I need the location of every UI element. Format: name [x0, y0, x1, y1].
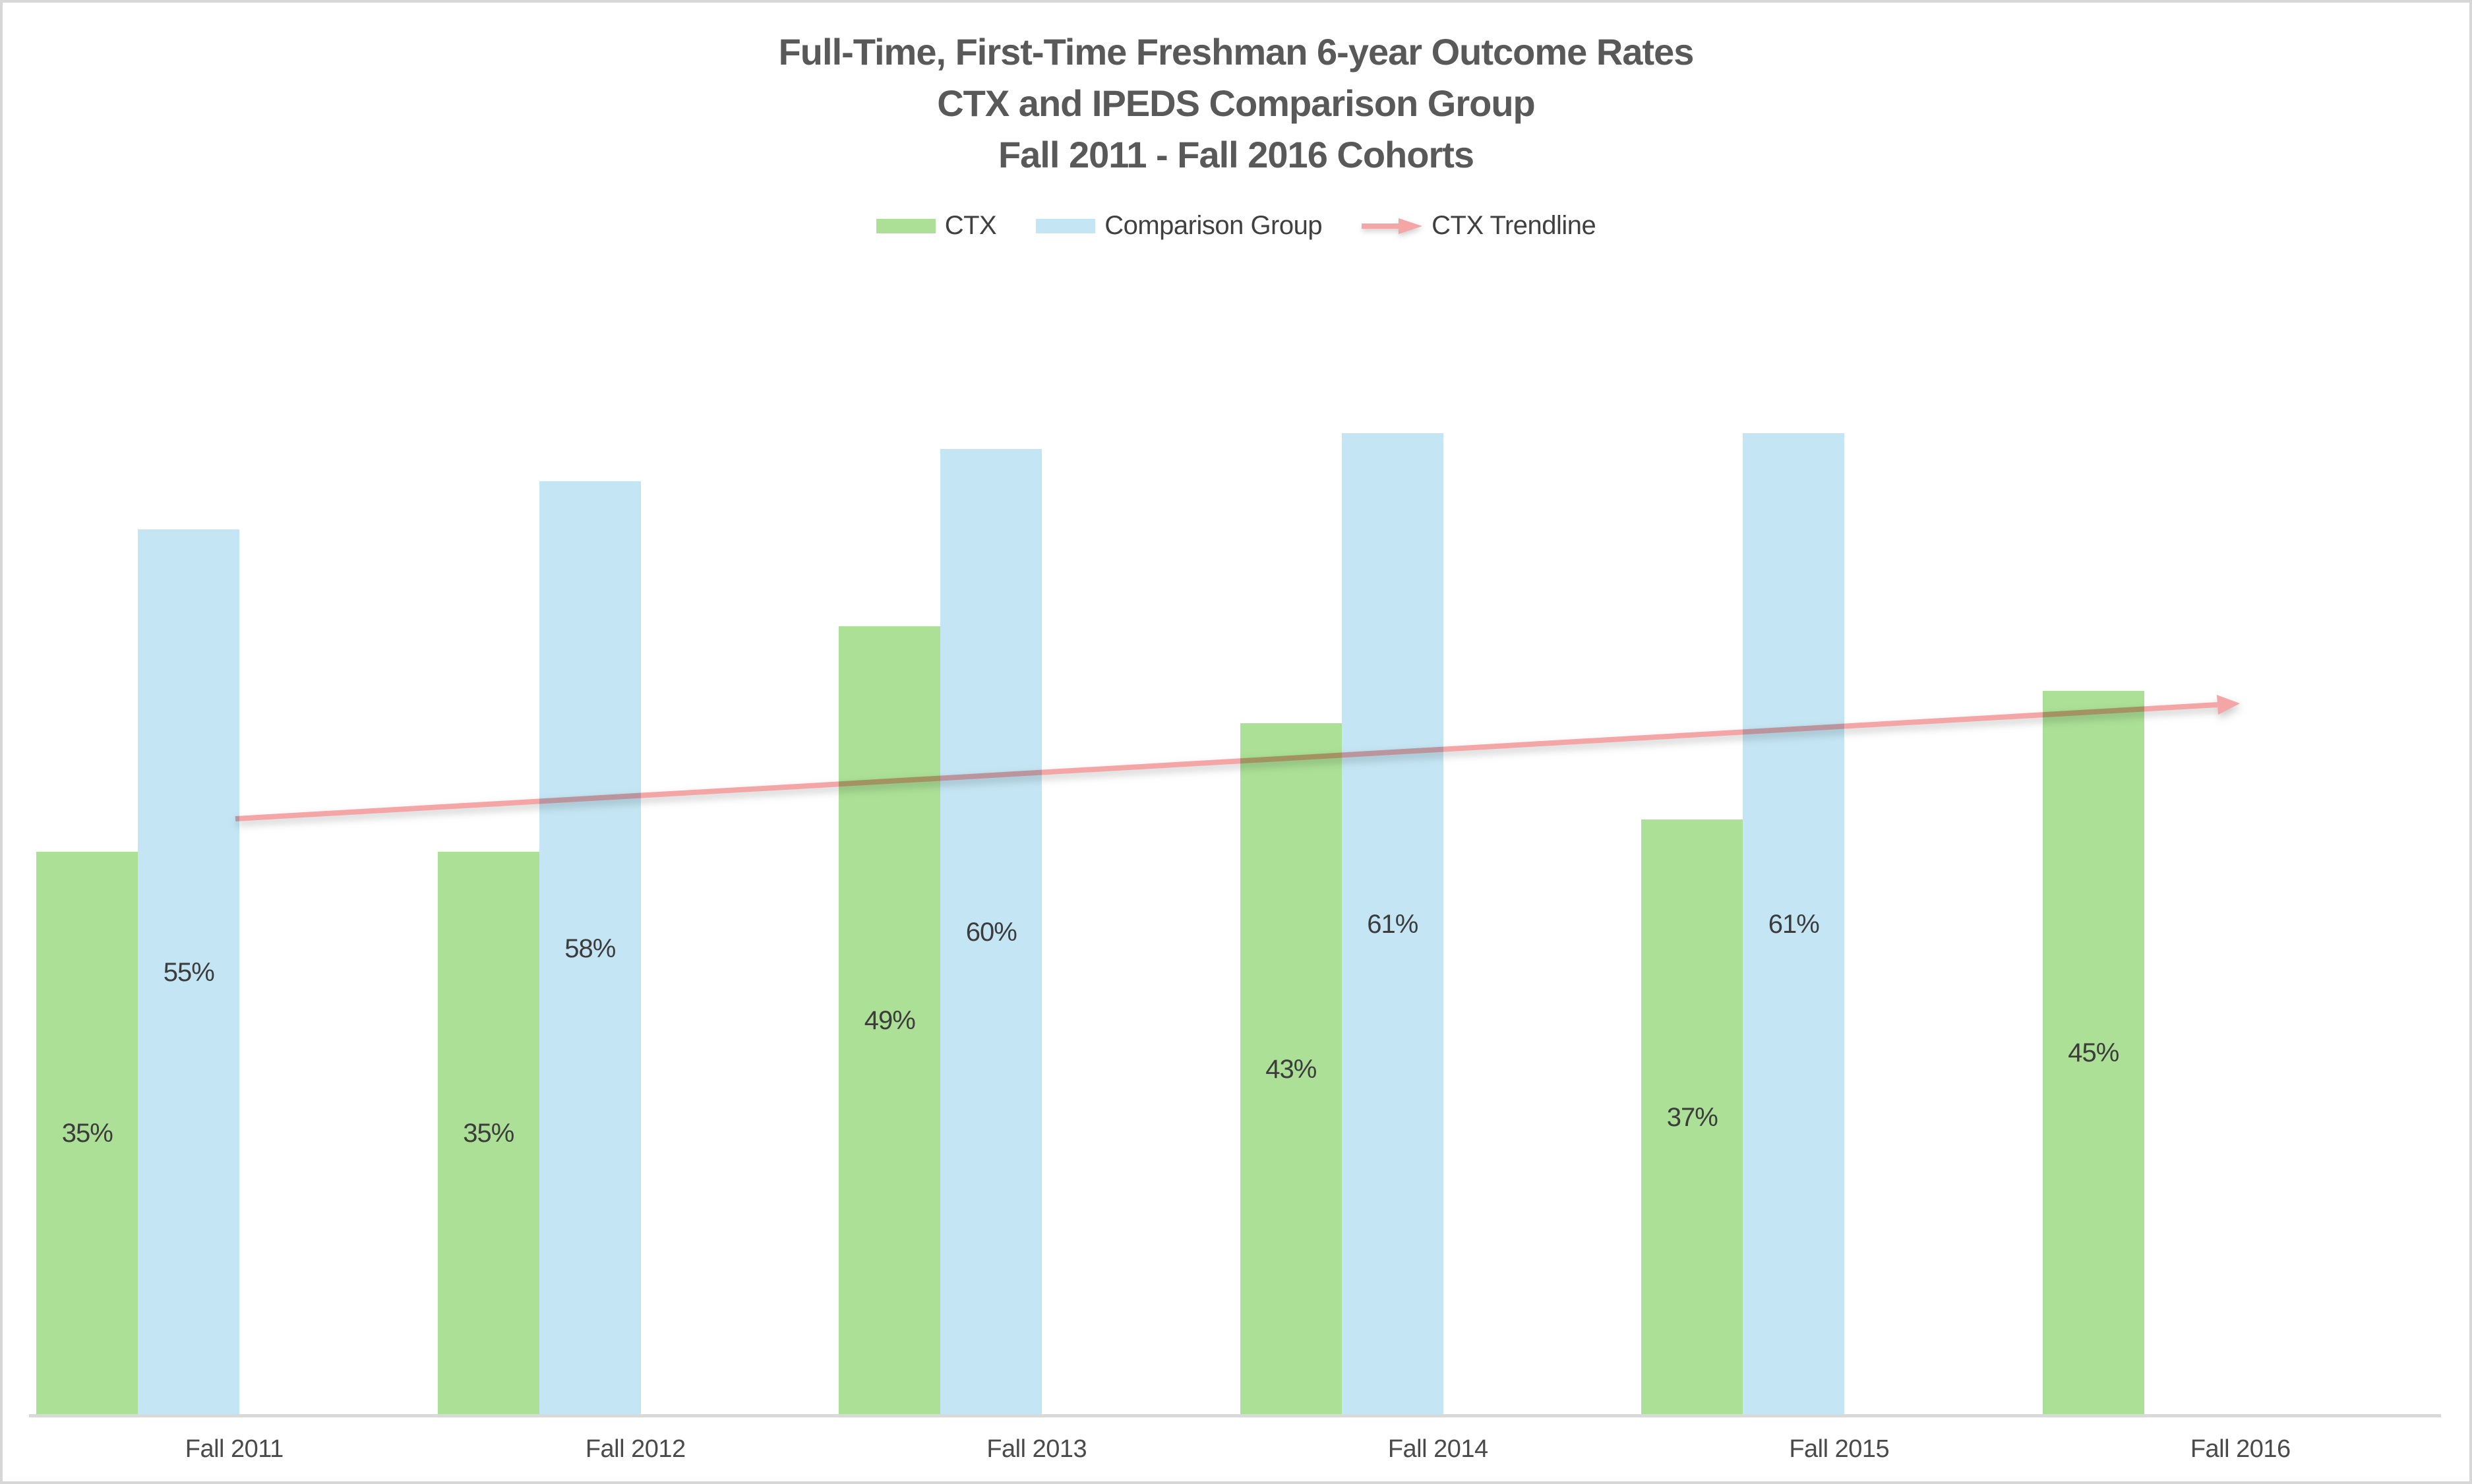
- bar-ctx-fall-2013: [839, 626, 941, 1415]
- x-axis-label-fall-2014: Fall 2014: [1387, 1435, 1488, 1463]
- data-label-comparison-group-fall-2013: 60%: [965, 918, 1017, 947]
- chart-title-line-2: CTX and IPEDS Comparison Group: [937, 82, 1536, 124]
- legend-item-ctx-trendline: CTX Trendline: [1362, 211, 1596, 241]
- bar-ctx-fall-2012: [437, 851, 539, 1415]
- legend-label-ctx: CTX: [944, 211, 997, 240]
- legend-item-ctx: CTX: [876, 211, 997, 241]
- data-label-ctx-fall-2011: 35%: [61, 1119, 113, 1148]
- x-axis-label-fall-2012: Fall 2012: [585, 1435, 686, 1463]
- legend-item-comparison-group: Comparison Group: [1036, 211, 1323, 241]
- bar-ctx-fall-2011: [36, 851, 138, 1415]
- legend: CTX Comparison Group CTX Trendline: [3, 211, 2469, 241]
- data-label-ctx-fall-2014: 43%: [1265, 1054, 1317, 1084]
- data-label-ctx-fall-2012: 35%: [463, 1119, 514, 1148]
- data-label-ctx-fall-2016: 45%: [2068, 1038, 2119, 1068]
- data-label-comparison-group-fall-2015: 61%: [1768, 909, 1820, 939]
- legend-label-comparison-group: Comparison Group: [1104, 211, 1323, 240]
- bar-ctx-fall-2014: [1240, 723, 1342, 1415]
- legend-label-ctx-trendline: CTX Trendline: [1432, 211, 1596, 240]
- data-label-ctx-fall-2015: 37%: [1666, 1103, 1718, 1133]
- x-axis-label-fall-2013: Fall 2013: [986, 1435, 1087, 1463]
- bar-ctx-fall-2015: [1641, 819, 1743, 1415]
- chart-title-line-3: Fall 2011 - Fall 2016 Cohorts: [998, 134, 1474, 175]
- chart-title: Full-Time, First-Time Freshman 6-year Ou…: [3, 26, 2469, 181]
- bar-comparison-group-fall-2011: [138, 529, 240, 1415]
- data-label-comparison-group-fall-2014: 61%: [1367, 909, 1418, 939]
- bar-comparison-group-fall-2012: [539, 481, 641, 1415]
- x-axis-line: [29, 1414, 2441, 1417]
- trendline-arrow-icon: [1362, 218, 1423, 234]
- bar-ctx-fall-2016: [2042, 690, 2144, 1415]
- bar-comparison-group-fall-2013: [940, 449, 1042, 1415]
- bar-comparison-group-fall-2015: [1743, 432, 1845, 1415]
- x-axis-label-fall-2016: Fall 2016: [2190, 1435, 2291, 1463]
- ctx-trendline: [235, 695, 2240, 821]
- data-label-comparison-group-fall-2011: 55%: [163, 958, 215, 988]
- comparison-series-swatch: [1036, 218, 1096, 233]
- data-label-ctx-fall-2013: 49%: [864, 1006, 916, 1036]
- x-axis-label-fall-2011: Fall 2011: [185, 1435, 284, 1463]
- x-axis-label-fall-2015: Fall 2015: [1789, 1435, 1890, 1463]
- ctx-series-swatch: [876, 218, 936, 233]
- bar-comparison-group-fall-2014: [1341, 432, 1443, 1415]
- chart-title-line-1: Full-Time, First-Time Freshman 6-year Ou…: [778, 31, 1695, 73]
- data-label-comparison-group-fall-2012: 58%: [564, 934, 616, 963]
